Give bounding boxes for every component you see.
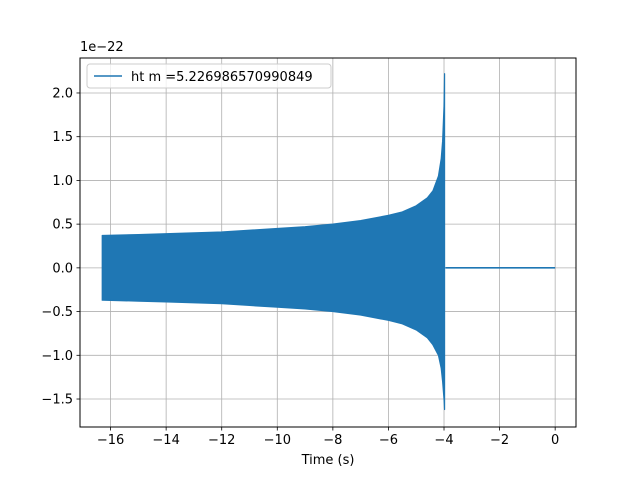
x-tick-label: −10: [264, 433, 291, 448]
waveform-envelope: [101, 73, 446, 411]
y-tick-label: 0.5: [52, 218, 73, 233]
y-offset-text: 1e−22: [80, 40, 124, 55]
x-tick-label: −6: [379, 433, 398, 448]
y-axis: −1.5 −1.0 −0.5 0.0 0.5 1.0 1.5 2.0: [41, 86, 80, 408]
x-tick-label: −16: [97, 433, 124, 448]
x-tick-label: 0: [551, 433, 559, 448]
legend: ht m =5.226986570990849: [86, 63, 332, 89]
x-tick-label: −14: [152, 433, 179, 448]
x-tick-label: −12: [208, 433, 235, 448]
y-tick-label: −1.5: [41, 393, 73, 408]
y-tick-label: 2.0: [52, 86, 73, 101]
legend-box: [86, 63, 332, 89]
x-axis-label: Time (s): [301, 453, 355, 468]
y-tick-label: −0.5: [41, 305, 73, 320]
y-tick-label: 0.0: [52, 261, 73, 276]
y-tick-label: 1.0: [52, 174, 73, 189]
x-axis: −16 −14 −12 −10 −8 −6 −4 −2 0: [97, 427, 559, 448]
x-tick-label: −8: [323, 433, 342, 448]
plot-frame: [79, 57, 577, 428]
y-tick-label: 1.5: [52, 130, 73, 145]
x-tick-label: −4: [434, 433, 453, 448]
legend-label: ht m =5.226986570990849: [131, 70, 313, 85]
y-tick-label: −1.0: [41, 349, 73, 364]
x-tick-label: −2: [490, 433, 509, 448]
series-layer: [101, 73, 556, 411]
